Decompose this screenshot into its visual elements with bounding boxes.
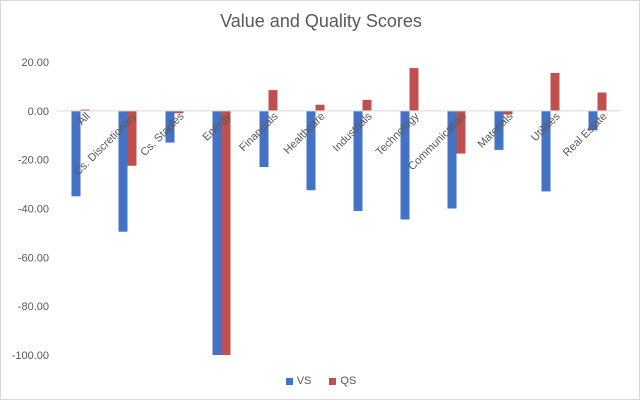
- bar-qs-1: [127, 110, 137, 166]
- y-tick-label: 20.00: [21, 57, 49, 69]
- x-category-label: Healthcare: [282, 110, 328, 156]
- legend-label-vs: VS: [296, 375, 312, 387]
- y-tick-label: -60.00: [18, 252, 49, 264]
- bar-qs-3: [221, 110, 231, 355]
- bar-qs-5: [315, 104, 325, 111]
- y-tick-label: -40.00: [18, 204, 49, 216]
- bar-qs-6: [362, 99, 372, 111]
- bar-qs-0: [80, 109, 90, 111]
- bar-qs-11: [597, 92, 607, 111]
- bar-vs-9: [494, 110, 504, 150]
- bar-vs-6: [353, 110, 363, 211]
- y-tick-label: -20.00: [18, 155, 49, 167]
- y-tick-label: -100.00: [12, 350, 49, 362]
- legend-item-vs: VS: [285, 375, 312, 387]
- chart-title: Value and Quality Scores: [220, 11, 422, 31]
- bar-vs-0: [71, 110, 81, 197]
- x-category-label: Technology: [374, 110, 422, 158]
- x-category-label: Real Estate: [561, 110, 610, 159]
- bar-qs-8: [456, 110, 466, 154]
- bar-qs-4: [268, 90, 278, 111]
- bar-vs-8: [447, 110, 457, 209]
- x-category-label: Cs. Staples: [138, 110, 187, 159]
- bar-qs-9: [503, 110, 513, 115]
- legend-swatch-vs: [285, 377, 293, 385]
- bar-vs-10: [541, 110, 551, 192]
- bar-qs-2: [174, 110, 184, 114]
- legend-swatch-qs: [329, 377, 337, 385]
- bar-vs-11: [588, 110, 598, 131]
- legend-item-qs: QS: [329, 375, 356, 387]
- bar-qs-7: [409, 68, 419, 111]
- y-tick-label: 0.00: [28, 106, 49, 118]
- x-category-label: Industrials: [331, 110, 375, 154]
- bar-vs-4: [259, 110, 269, 167]
- bar-vs-3: [212, 110, 222, 355]
- bar-qs-10: [550, 72, 560, 111]
- bar-vs-5: [306, 110, 316, 191]
- bar-vs-1: [118, 110, 128, 232]
- chart-legend: VS QS: [1, 375, 640, 387]
- legend-label-qs: QS: [340, 375, 357, 387]
- bar-vs-2: [165, 110, 175, 143]
- x-category-label: Financials: [237, 110, 281, 154]
- bar-vs-7: [400, 110, 410, 220]
- y-tick-label: -80.00: [18, 301, 49, 313]
